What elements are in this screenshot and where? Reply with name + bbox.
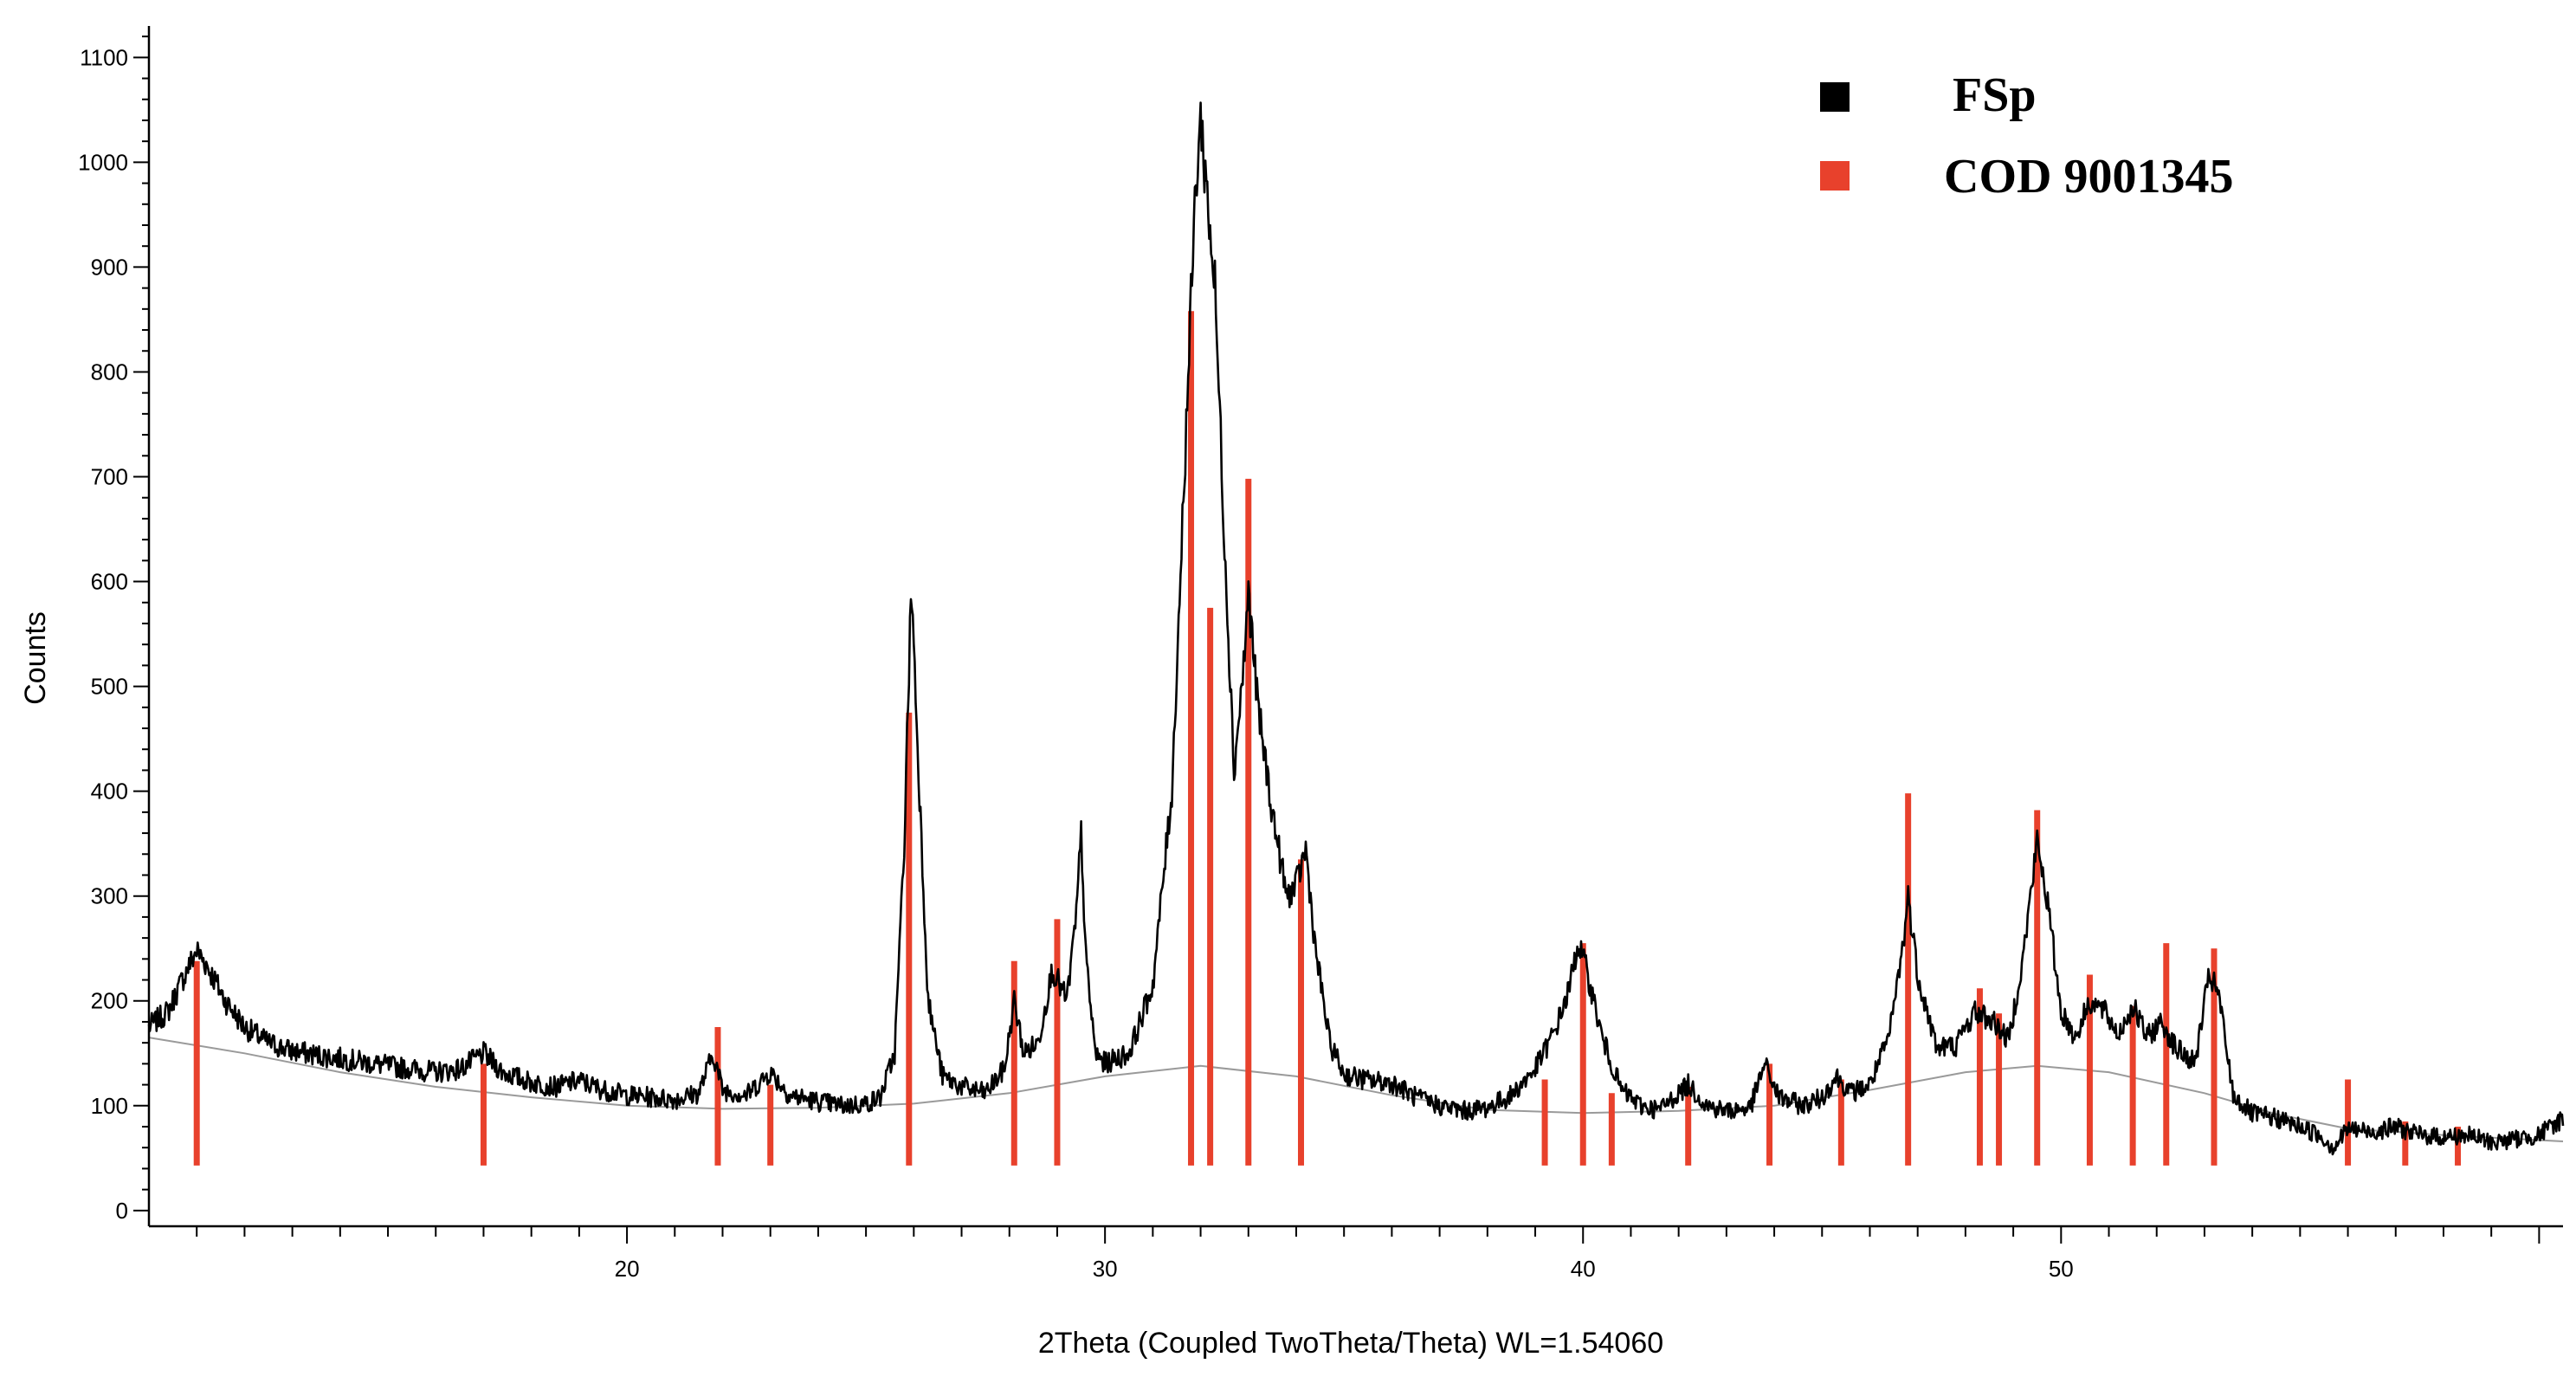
legend-label-fsp: FSp	[1953, 68, 2037, 122]
legend-label-cod: COD 9001345	[1944, 150, 2233, 204]
legend: FSp COD 9001345	[1820, 68, 2233, 204]
x-tick-label: 30	[1093, 1256, 1118, 1282]
y-tick-label: 200	[91, 988, 128, 1014]
background-curve	[148, 1037, 2564, 1142]
tick-labels: 0 100 200 300 400 500 600 700 800 900 1000 1100 20 30…	[78, 36, 2540, 1282]
y-tick-label: 100	[91, 1093, 128, 1119]
legend-swatch-cod	[1820, 161, 1850, 191]
y-tick-label: 1100	[80, 44, 128, 70]
x-tick-label: 40	[1571, 1256, 1596, 1282]
legend-swatch-fsp	[1820, 82, 1850, 112]
background-curve-layer	[148, 1037, 2564, 1142]
pattern-line-fsp	[147, 101, 2565, 1156]
x-tick-label: 20	[615, 1256, 640, 1282]
y-tick-label: 500	[91, 674, 128, 700]
x-axis-label: 2Theta (Coupled TwoTheta/Theta) WL=1.540…	[1038, 1327, 1663, 1360]
y-tick-label: 1000	[78, 149, 128, 175]
pattern-line-layer	[147, 101, 2565, 1156]
y-tick-label: 900	[91, 254, 128, 280]
y-tick-label: 400	[91, 779, 128, 805]
y-axis-label: Counts	[19, 611, 52, 705]
x-tick-label: 50	[2049, 1256, 2074, 1282]
y-tick-label: 0	[116, 1198, 128, 1224]
y-tick-label: 300	[91, 883, 128, 909]
y-tick-label: 600	[91, 569, 128, 595]
y-tick-label: 700	[91, 464, 128, 490]
axes	[147, 26, 2563, 1228]
y-tick-label: 800	[91, 359, 128, 385]
